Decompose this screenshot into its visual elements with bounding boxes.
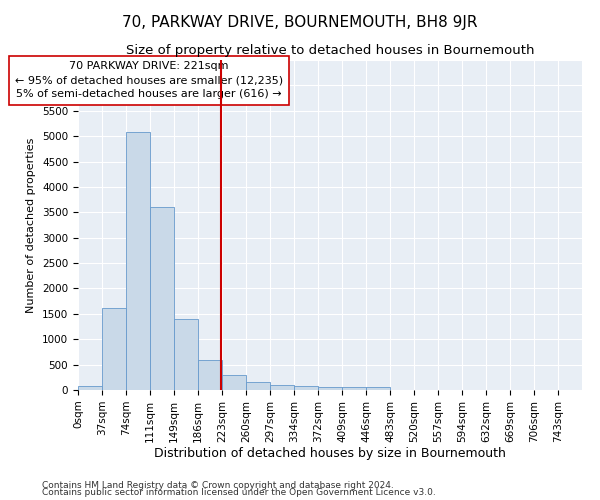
Bar: [342, 387, 366, 390]
Bar: [78, 386, 102, 390]
Bar: [102, 308, 126, 390]
Bar: [246, 382, 270, 390]
Bar: [319, 388, 342, 390]
Text: 70, PARKWAY DRIVE, BOURNEMOUTH, BH8 9JR: 70, PARKWAY DRIVE, BOURNEMOUTH, BH8 9JR: [122, 15, 478, 30]
Bar: [270, 385, 294, 390]
Y-axis label: Number of detached properties: Number of detached properties: [26, 138, 37, 312]
Bar: [174, 319, 198, 390]
Bar: [198, 360, 222, 390]
X-axis label: Distribution of detached houses by size in Bournemouth: Distribution of detached houses by size …: [154, 448, 506, 460]
Title: Size of property relative to detached houses in Bournemouth: Size of property relative to detached ho…: [126, 44, 534, 58]
Bar: [366, 387, 390, 390]
Bar: [126, 132, 150, 390]
Text: Contains public sector information licensed under the Open Government Licence v3: Contains public sector information licen…: [42, 488, 436, 497]
Text: 70 PARKWAY DRIVE: 221sqm
← 95% of detached houses are smaller (12,235)
5% of sem: 70 PARKWAY DRIVE: 221sqm ← 95% of detach…: [15, 62, 283, 100]
Bar: [222, 375, 246, 390]
Bar: [294, 386, 318, 390]
Text: Contains HM Land Registry data © Crown copyright and database right 2024.: Contains HM Land Registry data © Crown c…: [42, 480, 394, 490]
Bar: [150, 207, 173, 390]
